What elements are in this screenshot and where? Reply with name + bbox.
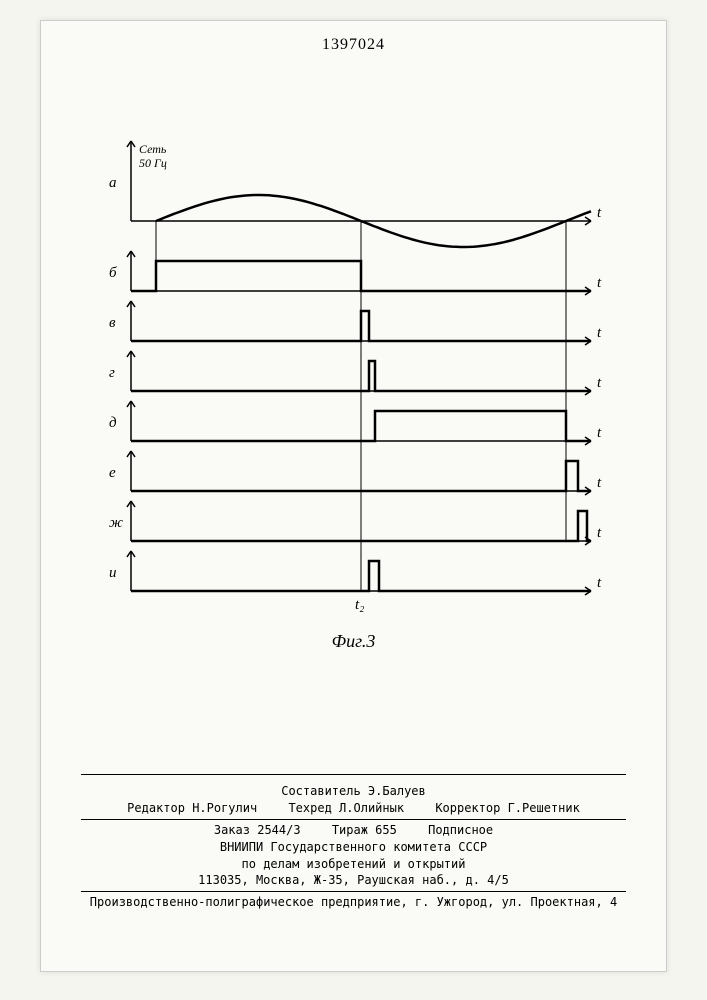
page: 1397024 Сеть50 Гц t а t б t в t г t д t е t ж t и t₂ Фиг.…	[40, 20, 667, 972]
tech-label: Техред	[288, 801, 331, 815]
svg-text:д: д	[109, 415, 117, 431]
timing-diagram: Сеть50 Гцtаtбtвtгtдtеtжtиt₂	[101, 141, 621, 601]
svg-text:t₂: t₂	[355, 597, 364, 613]
org-line-2: по делам изобретений и открытий	[41, 856, 666, 873]
svg-text:t: t	[597, 575, 602, 591]
svg-text:б: б	[109, 265, 117, 281]
order-number: 2544/3	[257, 823, 300, 837]
editor-name: Н.Рогулич	[192, 801, 257, 815]
order-label: Заказ	[214, 823, 250, 837]
tech-name: Л.Олийнык	[339, 801, 404, 815]
svg-text:t: t	[597, 525, 602, 541]
corrector-name: Г.Решетник	[508, 801, 580, 815]
svg-text:и: и	[109, 565, 117, 581]
svg-text:t: t	[597, 205, 602, 221]
compiled-by-label: Составитель	[281, 784, 360, 798]
compiled-by: Э.Балуев	[368, 784, 426, 798]
svg-text:Сеть: Сеть	[139, 142, 167, 156]
svg-text:50 Гц: 50 Гц	[139, 156, 167, 170]
svg-text:t: t	[597, 325, 602, 341]
svg-text:ж: ж	[109, 515, 123, 531]
svg-text:а: а	[109, 175, 117, 191]
svg-text:t: t	[597, 475, 602, 491]
figure-label: Фиг.3	[332, 631, 376, 652]
org-line-1: ВНИИПИ Государственного комитета СССР	[41, 839, 666, 856]
tirazh-label: Тираж	[332, 823, 368, 837]
tirazh-number: 655	[375, 823, 397, 837]
document-number: 1397024	[322, 36, 385, 54]
svg-text:t: t	[597, 275, 602, 291]
address-line: 113035, Москва, Ж-35, Раушская наб., д. …	[41, 872, 666, 889]
corrector-label: Корректор	[435, 801, 500, 815]
editor-label: Редактор	[127, 801, 185, 815]
svg-text:в: в	[109, 315, 116, 331]
imprint-footer: Составитель Э.Балуев Редактор Н.Рогулич …	[41, 772, 666, 911]
signed-label: Подписное	[428, 822, 493, 839]
svg-text:t: t	[597, 425, 602, 441]
print-shop-line: Производственно-полиграфическое предприя…	[41, 894, 666, 911]
svg-text:е: е	[109, 465, 116, 481]
svg-text:г: г	[109, 365, 115, 381]
svg-text:t: t	[597, 375, 602, 391]
